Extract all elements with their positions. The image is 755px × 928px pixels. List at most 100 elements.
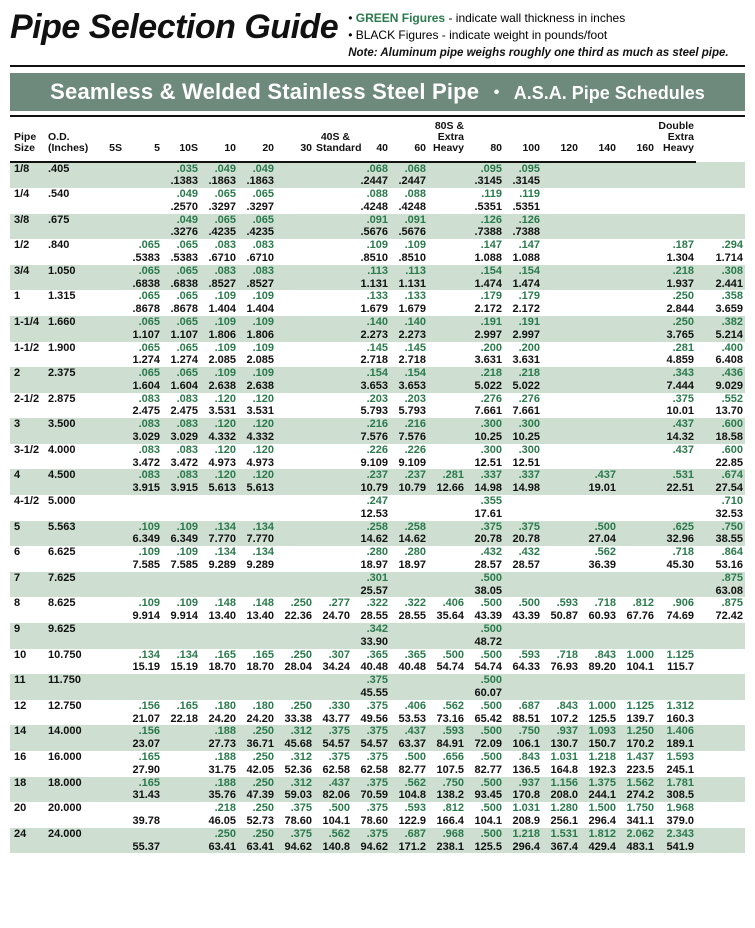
cell-thk [696, 700, 745, 713]
cell-thk: 2.343 [656, 828, 696, 841]
cell-od: 18.000 [44, 777, 86, 790]
cell-wgt: 31.43 [124, 789, 162, 802]
cell-wgt [276, 380, 314, 393]
cell-wgt: 10.79 [390, 482, 428, 495]
cell-thk: .500 [314, 802, 352, 815]
cell-wgt: 34.24 [314, 661, 352, 674]
cell-size [10, 405, 44, 418]
legend-black: • BLACK Figures - indicate weight in pou… [348, 27, 728, 44]
cell-wgt: 1.806 [238, 329, 276, 342]
cell-od: 5.000 [44, 495, 86, 508]
cell-thk: .718 [580, 597, 618, 610]
cell-wgt: 1.107 [162, 329, 200, 342]
cell-thk [542, 290, 580, 303]
cell-size: 1/2 [10, 239, 44, 252]
cell-wgt: 33.90 [352, 636, 390, 649]
cell-wgt: 7.661 [466, 405, 504, 418]
cell-wgt [276, 508, 314, 521]
cell-thk [580, 290, 618, 303]
cell-wgt: 93.45 [466, 789, 504, 802]
cell-od [44, 610, 86, 623]
cell-wgt [276, 533, 314, 546]
cell-wgt [428, 278, 466, 291]
cell-wgt: 43.39 [466, 610, 504, 623]
cell-thk: .968 [428, 828, 466, 841]
cell-od: .675 [44, 214, 86, 227]
cell-thk: .301 [352, 572, 390, 585]
cell-thk [580, 188, 618, 201]
cell-wgt: 52.73 [238, 815, 276, 828]
table-body: 1/8.405.035.049.049.068.068.095.095.1383… [10, 162, 745, 854]
cell-thk: .109 [162, 597, 200, 610]
cell-wgt [696, 175, 745, 188]
cell-wgt [86, 457, 124, 470]
cell-thk: .083 [162, 418, 200, 431]
cell-wgt [656, 201, 696, 214]
cell-thk: 1.968 [656, 802, 696, 815]
cell-thk: .500 [466, 674, 504, 687]
cell-wgt [580, 380, 618, 393]
cell-thk: .109 [200, 367, 238, 380]
cell-thk: .218 [504, 367, 542, 380]
cell-od: .840 [44, 239, 86, 252]
cell-wgt: 10.25 [466, 431, 504, 444]
table-row: 3.0293.0294.3324.3327.5767.57610.2510.25… [10, 431, 745, 444]
cell-wgt [86, 329, 124, 342]
cell-wgt: 483.1 [618, 841, 656, 854]
cell-wgt: 28.57 [466, 559, 504, 572]
cell-thk [618, 495, 656, 508]
cell-thk [86, 828, 124, 841]
cell-thk [618, 444, 656, 457]
cell-wgt: 38.55 [696, 533, 745, 546]
cell-wgt: 3.653 [352, 380, 390, 393]
cell-thk [276, 316, 314, 329]
table-row: 55.3763.4163.4194.62140.894.62171.2238.1… [10, 841, 745, 854]
cell-thk: .312 [276, 751, 314, 764]
cell-wgt [200, 687, 238, 700]
cell-wgt [314, 636, 352, 649]
cell-wgt: 5.214 [696, 329, 745, 342]
cell-wgt: 3.631 [504, 354, 542, 367]
cell-wgt [618, 431, 656, 444]
pipe-table: PipeSizeO.D.(Inches)5S510S10203040S &Sta… [10, 117, 745, 853]
cell-thk: .562 [390, 777, 428, 790]
cell-thk: .562 [580, 546, 618, 559]
cell-thk [618, 623, 656, 636]
table-row: 45.5560.07 [10, 687, 745, 700]
cell-wgt [238, 585, 276, 598]
cell-thk [314, 495, 352, 508]
cell-wgt: 63.41 [200, 841, 238, 854]
cell-wgt: 5.022 [504, 380, 542, 393]
cell-wgt: 52.36 [276, 764, 314, 777]
cell-thk: .088 [352, 188, 390, 201]
cell-wgt: 115.7 [656, 661, 696, 674]
col-header: 40 [352, 117, 390, 161]
cell-thk [656, 674, 696, 687]
cell-wgt: 3.029 [124, 431, 162, 444]
cell-thk [428, 623, 466, 636]
cell-wgt [618, 201, 656, 214]
cell-thk [580, 239, 618, 252]
table-row: 22.375.065.065.109.109.154.154.218.218.3… [10, 367, 745, 380]
cell-thk: .065 [124, 342, 162, 355]
cell-thk [696, 162, 745, 176]
cell-thk [656, 188, 696, 201]
cell-size: 7 [10, 572, 44, 585]
cell-thk: .375 [504, 521, 542, 534]
cell-wgt [314, 380, 352, 393]
cell-thk [428, 546, 466, 559]
cell-thk: .906 [656, 597, 696, 610]
cell-thk: .337 [504, 469, 542, 482]
cell-thk: .600 [696, 418, 745, 431]
cell-thk [276, 469, 314, 482]
cell-thk [276, 418, 314, 431]
cell-thk: .049 [238, 162, 276, 176]
cell-thk: .109 [238, 290, 276, 303]
cell-size [10, 585, 44, 598]
cell-thk [276, 290, 314, 303]
cell-thk: 1.218 [580, 751, 618, 764]
cell-wgt [542, 278, 580, 291]
cell-wgt [314, 482, 352, 495]
cell-wgt [428, 533, 466, 546]
cell-wgt: 84.91 [428, 738, 466, 751]
